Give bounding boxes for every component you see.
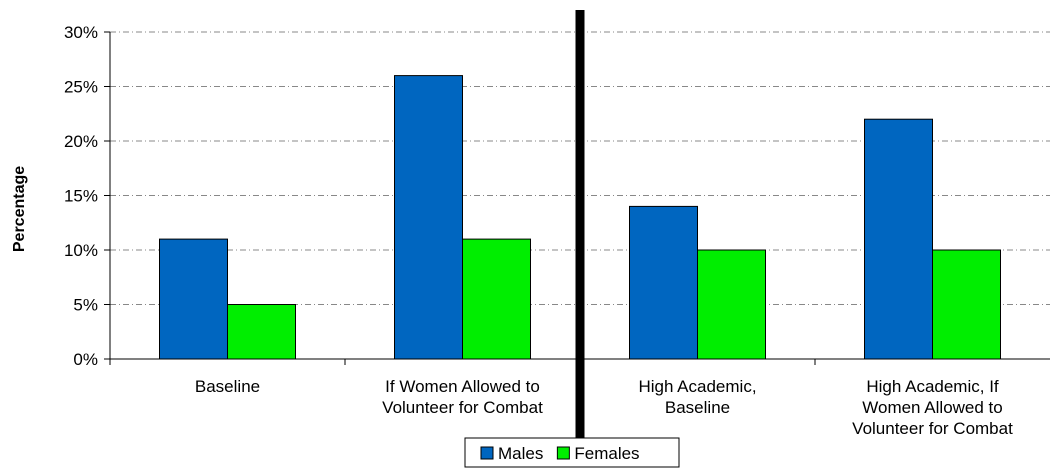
y-tick-label: 5% (73, 296, 98, 315)
bar-females (697, 249, 766, 360)
bar-males (864, 118, 933, 360)
y-tick-label: 0% (73, 350, 98, 369)
y-tick-label: 30% (64, 23, 98, 42)
y-tick-label: 15% (64, 187, 98, 206)
legend-swatch-females (556, 446, 570, 460)
bar-females (932, 249, 1001, 360)
x-category-label: High Academic, If Women Allowed to Volunte… (852, 377, 1013, 438)
legend-label-females: Females (574, 444, 639, 463)
x-category-label: Baseline (195, 377, 260, 396)
legend-box (464, 437, 680, 468)
y-tick-label: 25% (64, 78, 98, 97)
y-tick-label: 20% (64, 132, 98, 151)
bars (159, 75, 1001, 360)
x-category-label: High Academic, Baseline (638, 377, 756, 417)
bar-males (159, 238, 228, 360)
bar-males (394, 75, 463, 360)
bar-males (629, 205, 698, 360)
y-tick-label: 10% (64, 241, 98, 260)
legend-swatch-males (480, 446, 494, 460)
legend-label-males: Males (498, 444, 543, 463)
x-category-label: If Women Allowed to Volunteer for Combat (382, 377, 543, 417)
bar-females (462, 238, 531, 360)
legend: Males Females (464, 437, 680, 468)
bar-females (227, 304, 296, 360)
x-category-labels: Baseline If Women Allowed to Volunteer for… (195, 377, 1013, 438)
y-tick-labels: 0% 5% 10% 15% 20% 25% 30% (64, 23, 98, 369)
y-axis-title: Percentage (11, 166, 28, 252)
